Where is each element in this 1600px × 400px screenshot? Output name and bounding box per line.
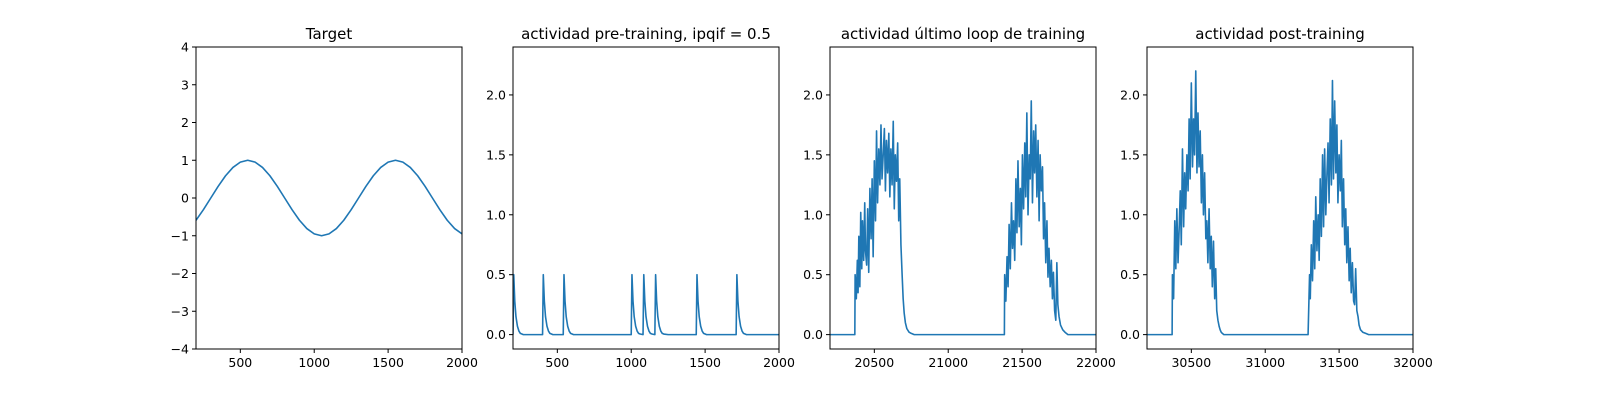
x-tick-label: 1500	[689, 355, 721, 370]
x-tick-label: 30500	[1171, 355, 1211, 370]
y-tick-label: 0.5	[486, 267, 506, 282]
x-tick-label: 1500	[372, 355, 404, 370]
y-tick-label: 3	[181, 77, 189, 92]
y-tick-label: −2	[171, 266, 189, 281]
panel-title: Target	[305, 25, 353, 43]
panel-title: actividad último loop de training	[841, 25, 1085, 43]
x-tick-label: 22000	[1076, 355, 1116, 370]
y-tick-label: 2.0	[1120, 87, 1140, 102]
y-tick-label: −4	[171, 342, 189, 357]
panel-last-training-loop: actividad último loop de training 20500 2…	[803, 25, 1116, 370]
panel-pre-training: actividad pre-training, ipqif = 0.5 500 1…	[486, 25, 795, 370]
panel-target: Target 500 1000 1500 2000 −4 −3 −2 −1 0 1 2 3 4	[171, 25, 478, 370]
y-tick-label: 1.0	[1120, 207, 1140, 222]
x-tick-label: 20500	[854, 355, 894, 370]
axes-frame	[512, 46, 780, 350]
y-tick-label: 0.0	[486, 327, 506, 342]
y-tick-label: −3	[171, 304, 189, 319]
x-tick-label: 31500	[1319, 355, 1359, 370]
y-tick-label: 0.5	[1120, 267, 1140, 282]
x-tick-label: 32000	[1393, 355, 1433, 370]
axes-frame	[1146, 46, 1414, 350]
axes-frame	[829, 46, 1097, 350]
panel-title: actividad pre-training, ipqif = 0.5	[521, 25, 771, 43]
y-tick-label: 1.5	[803, 147, 823, 162]
y-tick-label: 0.0	[1120, 327, 1140, 342]
y-tick-label: 2.0	[803, 87, 823, 102]
x-tick-label: 31000	[1245, 355, 1285, 370]
x-tick-label: 21000	[928, 355, 968, 370]
y-tick-label: 0.0	[803, 327, 823, 342]
y-tick-label: 2.0	[486, 87, 506, 102]
y-tick-label: 1.5	[1120, 147, 1140, 162]
y-tick-label: 0.5	[803, 267, 823, 282]
series-line	[1147, 70, 1413, 336]
series-line	[513, 273, 779, 336]
y-tick-label: 1.0	[803, 207, 823, 222]
y-tick-label: 1	[181, 153, 189, 168]
y-tick-label: −1	[171, 228, 189, 243]
panel-post-training: actividad post-training 30500 31000 31500 3…	[1120, 25, 1433, 370]
series-line	[196, 159, 462, 237]
x-tick-label: 2000	[446, 355, 478, 370]
x-tick-label: 1000	[298, 355, 330, 370]
y-tick-label: 4	[181, 40, 189, 55]
y-tick-label: 0	[181, 191, 189, 206]
series-line	[830, 100, 1096, 336]
x-tick-label: 500	[545, 355, 569, 370]
y-tick-label: 1.5	[486, 147, 506, 162]
panel-title: actividad post-training	[1195, 25, 1364, 43]
y-tick-label: 2	[181, 115, 189, 130]
x-tick-label: 500	[228, 355, 252, 370]
y-tick-label: 1.0	[486, 207, 506, 222]
x-tick-label: 21500	[1002, 355, 1042, 370]
x-tick-label: 2000	[763, 355, 795, 370]
x-tick-label: 1000	[615, 355, 647, 370]
